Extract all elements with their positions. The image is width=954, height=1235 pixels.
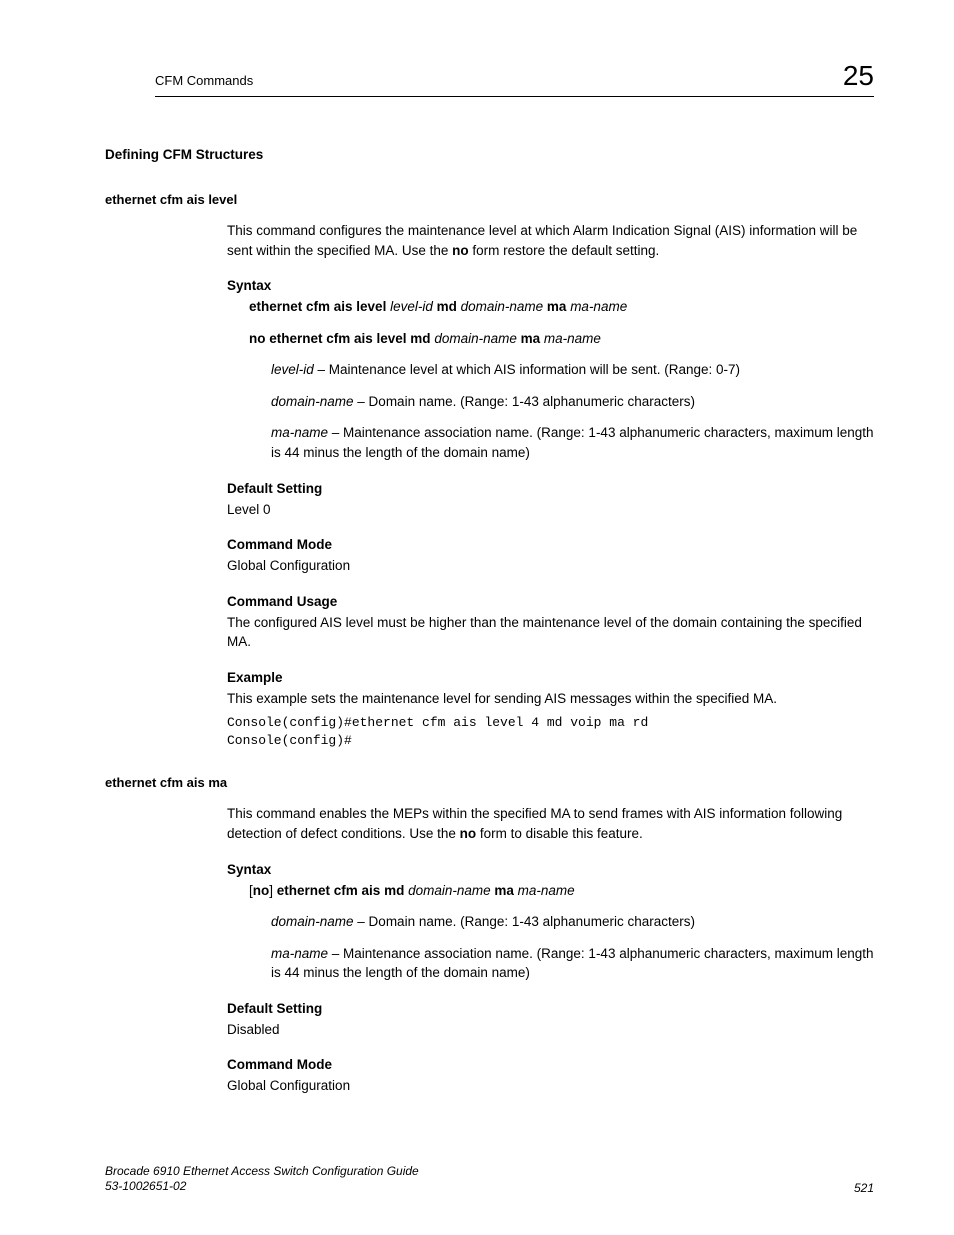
example-code: Console(config)#ethernet cfm ais level 4…	[227, 714, 874, 749]
cmd-kw: no ethernet cfm ais level md	[249, 331, 434, 346]
param-name: level-id	[271, 362, 314, 377]
syntax-heading: Syntax	[227, 278, 874, 293]
section-heading: Defining CFM Structures	[105, 147, 874, 162]
cmd-var: domain-name	[408, 883, 491, 898]
page-header: CFM Commands 25	[155, 60, 874, 97]
syntax-heading: Syntax	[227, 862, 874, 877]
command-block-ais-ma: ethernet cfm ais ma This command enables…	[105, 775, 874, 1096]
param-desc: level-id – Maintenance level at which AI…	[271, 360, 874, 380]
default-value: Disabled	[227, 1020, 874, 1040]
param-name: domain-name	[271, 394, 354, 409]
cmd-var: domain-name	[461, 299, 544, 314]
text: form to disable this feature.	[476, 826, 643, 841]
param-text: – Maintenance level at which AIS informa…	[314, 362, 740, 377]
syntax-line: no ethernet cfm ais level md domain-name…	[249, 329, 874, 349]
cmd-kw: no	[253, 883, 270, 898]
param-name: domain-name	[271, 914, 354, 929]
mode-heading: Command Mode	[227, 1057, 874, 1072]
param-name: ma-name	[271, 425, 328, 440]
cmd-var: level-id	[390, 299, 433, 314]
page-footer: Brocade 6910 Ethernet Access Switch Conf…	[105, 1164, 874, 1195]
default-heading: Default Setting	[227, 481, 874, 496]
cmd-var: domain-name	[434, 331, 517, 346]
bracket: ]	[269, 883, 277, 898]
param-desc: ma-name – Maintenance association name. …	[271, 423, 874, 462]
param-text: – Maintenance association name. (Range: …	[271, 425, 874, 460]
text: form restore the default setting.	[469, 243, 660, 258]
default-value: Level 0	[227, 500, 874, 520]
chapter-number: 25	[843, 60, 874, 92]
example-heading: Example	[227, 670, 874, 685]
param-text: – Domain name. (Range: 1-43 alphanumeric…	[354, 914, 695, 929]
cmd-var: ma-name	[570, 299, 627, 314]
cmd-kw: ethernet cfm ais md	[277, 883, 408, 898]
cmd-var: ma-name	[544, 331, 601, 346]
syntax-line: [no] ethernet cfm ais md domain-name ma …	[249, 881, 874, 901]
footer-title: Brocade 6910 Ethernet Access Switch Conf…	[105, 1164, 419, 1180]
footer-docnum: 53-1002651-02	[105, 1179, 419, 1195]
param-desc: domain-name – Domain name. (Range: 1-43 …	[271, 912, 874, 932]
cmd-kw: md	[433, 299, 461, 314]
command-description: This command enables the MEPs within the…	[227, 804, 874, 843]
cmd-var: ma-name	[518, 883, 575, 898]
page-number: 521	[854, 1181, 874, 1195]
mode-value: Global Configuration	[227, 556, 874, 576]
keyword-no: no	[452, 243, 469, 258]
default-heading: Default Setting	[227, 1001, 874, 1016]
usage-text: The configured AIS level must be higher …	[227, 613, 874, 652]
mode-value: Global Configuration	[227, 1076, 874, 1096]
syntax-line: ethernet cfm ais level level-id md domai…	[249, 297, 874, 317]
keyword-no: no	[460, 826, 477, 841]
example-text: This example sets the maintenance level …	[227, 689, 874, 709]
param-text: – Domain name. (Range: 1-43 alphanumeric…	[354, 394, 695, 409]
param-desc: domain-name – Domain name. (Range: 1-43 …	[271, 392, 874, 412]
cmd-kw: ma	[517, 331, 544, 346]
param-desc: ma-name – Maintenance association name. …	[271, 944, 874, 983]
command-block-ais-level: ethernet cfm ais level This command conf…	[105, 192, 874, 749]
cmd-kw: ma	[491, 883, 518, 898]
cmd-kw: ethernet cfm ais level	[249, 299, 390, 314]
command-name: ethernet cfm ais ma	[105, 775, 874, 790]
param-name: ma-name	[271, 946, 328, 961]
param-text: – Maintenance association name. (Range: …	[271, 946, 874, 981]
mode-heading: Command Mode	[227, 537, 874, 552]
usage-heading: Command Usage	[227, 594, 874, 609]
command-description: This command configures the maintenance …	[227, 221, 874, 260]
command-name: ethernet cfm ais level	[105, 192, 874, 207]
cmd-kw: ma	[543, 299, 570, 314]
header-section: CFM Commands	[155, 73, 253, 88]
